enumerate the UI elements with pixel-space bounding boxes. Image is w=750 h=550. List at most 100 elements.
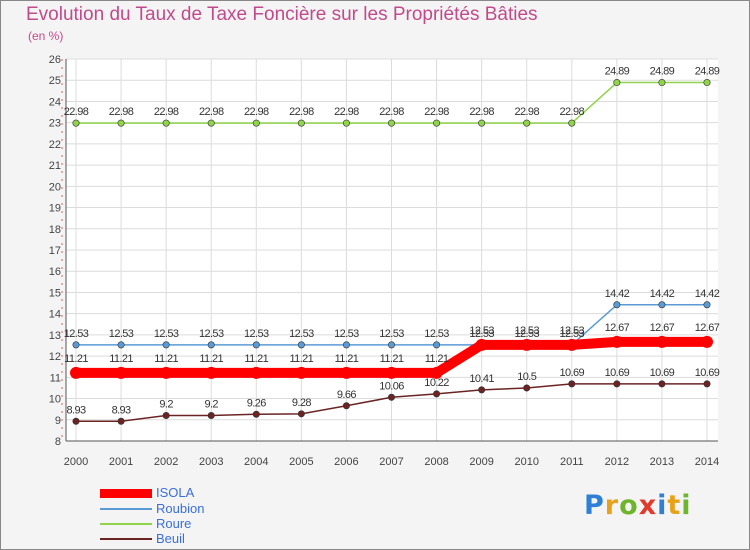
data-label-roure: 22.98 xyxy=(334,106,359,118)
data-label-beuil: 9.66 xyxy=(337,389,356,401)
point-roure xyxy=(658,79,666,87)
point-isola xyxy=(520,338,533,351)
point-beuil xyxy=(207,412,215,420)
point-roubion xyxy=(72,341,80,349)
data-label-beuil: 9.2 xyxy=(159,399,173,411)
data-label-roubion: 12.53 xyxy=(109,328,134,340)
data-label-roubion: 14.42 xyxy=(650,288,675,300)
data-label-beuil: 9.26 xyxy=(247,397,266,409)
point-roure xyxy=(613,79,621,87)
point-roure xyxy=(523,119,531,127)
point-beuil xyxy=(252,410,260,418)
data-label-isola: 12.53 xyxy=(560,325,585,337)
legend-item-roubion: Roubion xyxy=(100,501,204,517)
legend-label-roubion: Roubion xyxy=(156,501,205,516)
logo-letter: o xyxy=(619,490,639,521)
point-roure xyxy=(387,119,395,127)
data-label-roubion: 12.53 xyxy=(289,328,314,340)
point-beuil xyxy=(433,390,441,398)
chart-unit: (en %) xyxy=(28,29,64,43)
y-tick-label: 11 xyxy=(50,372,61,384)
point-isola xyxy=(70,366,82,379)
x-tick-label: 2000 xyxy=(64,456,88,468)
point-roure xyxy=(162,119,170,127)
data-label-roubion: 12.53 xyxy=(64,328,89,340)
data-label-isola: 11.21 xyxy=(335,353,359,365)
x-tick-label: 2009 xyxy=(469,456,493,468)
point-roure xyxy=(703,79,711,87)
point-isola xyxy=(385,366,398,379)
data-label-isola: 12.53 xyxy=(469,325,494,337)
point-roubion xyxy=(703,301,711,309)
data-label-isola: 11.21 xyxy=(289,353,313,365)
data-label-roubion: 12.53 xyxy=(514,328,539,340)
data-label-roure: 24.89 xyxy=(695,66,720,78)
data-label-roubion: 12.53 xyxy=(199,328,224,340)
data-label-isola: 11.21 xyxy=(64,353,88,365)
legend-label-beuil: Beuil xyxy=(156,531,185,546)
x-tick-label: 2008 xyxy=(424,456,448,468)
data-label-isola: 11.21 xyxy=(154,353,178,365)
legend-label-roure: Roure xyxy=(156,516,192,531)
data-label-roubion: 14.42 xyxy=(605,288,630,300)
legend-swatch-isola xyxy=(100,488,152,498)
x-tick-label: 2010 xyxy=(514,456,538,468)
point-roure xyxy=(117,119,125,127)
data-label-isola: 11.21 xyxy=(425,353,449,365)
y-tick-label: 12 xyxy=(49,351,61,363)
point-roubion xyxy=(297,341,305,349)
point-isola xyxy=(295,366,308,379)
legend-swatch-roubion xyxy=(100,508,152,510)
x-tick-label: 2014 xyxy=(695,456,719,468)
y-tick-label: 14 xyxy=(49,309,61,321)
y-tick-label: 21 xyxy=(49,160,61,172)
point-beuil xyxy=(568,380,576,388)
point-isola xyxy=(655,335,668,348)
data-label-beuil: 10.22 xyxy=(424,377,449,389)
point-beuil xyxy=(523,384,531,392)
point-beuil xyxy=(162,412,170,420)
point-beuil xyxy=(703,380,711,388)
point-beuil xyxy=(478,386,486,394)
point-roure xyxy=(72,119,80,127)
point-roubion xyxy=(433,341,441,349)
point-roubion xyxy=(342,341,350,349)
y-tick-label: 18 xyxy=(49,224,61,236)
data-label-beuil: 8.93 xyxy=(112,404,131,416)
y-tick-label: 22 xyxy=(49,139,61,151)
point-isola xyxy=(430,366,443,379)
x-tick-label: 2011 xyxy=(560,456,584,468)
point-roubion xyxy=(207,341,215,349)
point-isola xyxy=(340,366,353,379)
point-roure xyxy=(252,119,260,127)
x-tick-label: 2012 xyxy=(605,456,629,468)
data-label-roure: 22.98 xyxy=(469,106,494,118)
data-label-beuil: 10.5 xyxy=(517,371,536,383)
x-tick-label: 2004 xyxy=(244,456,268,468)
point-roure xyxy=(478,119,486,127)
data-label-roure: 22.98 xyxy=(244,106,269,118)
data-label-roubion: 12.53 xyxy=(244,328,269,340)
point-beuil xyxy=(613,380,621,388)
data-label-isola: 12.67 xyxy=(605,322,630,334)
data-label-beuil: 9.2 xyxy=(204,399,218,411)
data-label-roure: 24.89 xyxy=(650,66,675,78)
data-label-roure: 22.98 xyxy=(379,106,404,118)
data-label-isola: 12.53 xyxy=(514,325,539,337)
point-beuil xyxy=(658,380,666,388)
logo-letter: P xyxy=(584,490,605,521)
x-tick-label: 2002 xyxy=(154,456,178,468)
point-isola xyxy=(565,338,578,351)
x-tick-label: 2006 xyxy=(334,456,358,468)
data-label-roure: 22.98 xyxy=(514,106,539,118)
legend-label-isola: ISOLA xyxy=(156,485,195,500)
y-tick-label: 24 xyxy=(49,96,61,108)
data-label-roubion: 12.53 xyxy=(379,328,404,340)
data-label-beuil: 10.69 xyxy=(695,367,720,379)
data-label-beuil: 10.69 xyxy=(605,367,630,379)
point-roure xyxy=(297,119,305,127)
point-roubion xyxy=(387,341,395,349)
data-label-beuil: 10.69 xyxy=(650,367,675,379)
y-tick-label: 10 xyxy=(49,394,61,406)
